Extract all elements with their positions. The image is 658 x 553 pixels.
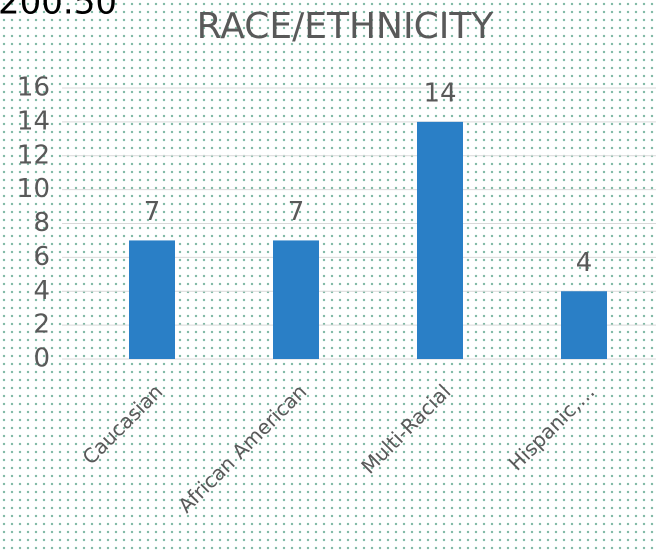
x-tick-label: African American xyxy=(173,379,311,517)
x-tick-label: Hispanic,… xyxy=(504,379,600,475)
data-label: 7 xyxy=(288,197,305,227)
y-tick-label: 14 xyxy=(17,106,50,136)
y-tick-label: 2 xyxy=(33,310,50,340)
bar xyxy=(417,121,463,359)
x-tick-label: Multi-Racial xyxy=(356,379,455,478)
y-tick-label: 8 xyxy=(33,208,50,238)
bar xyxy=(561,291,607,359)
y-tick-label: 4 xyxy=(33,276,50,306)
bar xyxy=(129,240,175,359)
y-tick-label: 12 xyxy=(17,140,50,170)
data-label: 14 xyxy=(423,78,456,108)
data-label: 4 xyxy=(576,248,593,278)
y-tick-label: 6 xyxy=(33,242,50,272)
data-label: 7 xyxy=(144,197,161,227)
y-tick-label: 16 xyxy=(17,73,50,103)
bar xyxy=(273,240,319,359)
y-tick-label: 0 xyxy=(33,344,50,374)
y-tick-label: 10 xyxy=(17,174,50,204)
x-tick-label: Caucasian xyxy=(78,379,168,469)
chart-title: RACE/ETHNICITY xyxy=(197,6,495,47)
corner-text: 200.50 xyxy=(0,0,117,23)
